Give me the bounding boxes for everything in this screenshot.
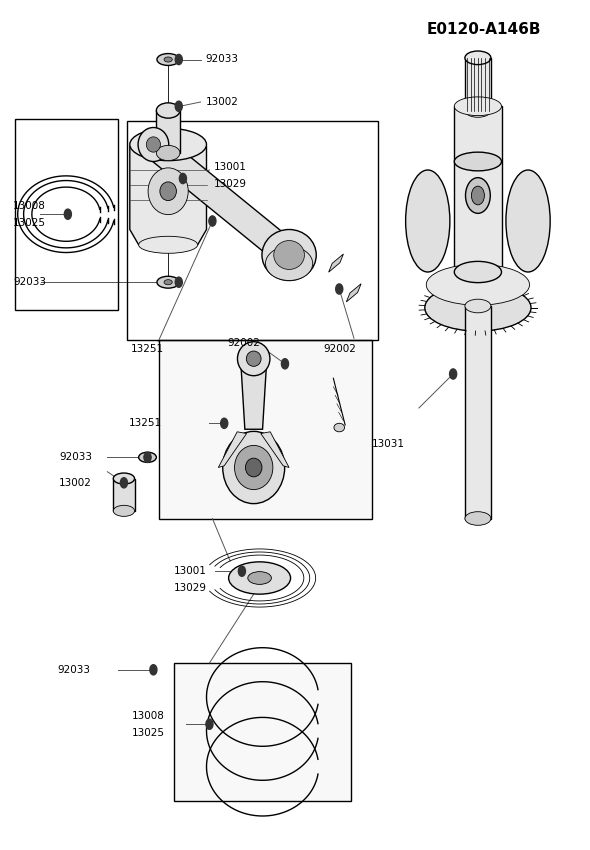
Text: 13029: 13029 (174, 583, 207, 593)
Ellipse shape (426, 264, 530, 305)
Ellipse shape (262, 230, 316, 280)
Text: 92002: 92002 (323, 343, 356, 354)
Ellipse shape (164, 280, 172, 285)
Polygon shape (130, 146, 206, 245)
Ellipse shape (156, 145, 180, 161)
Polygon shape (346, 284, 361, 302)
Ellipse shape (454, 152, 502, 171)
Bar (465, 306, 491, 518)
Circle shape (206, 719, 213, 729)
Text: 13031: 13031 (372, 439, 405, 449)
Ellipse shape (113, 505, 135, 516)
Circle shape (450, 369, 457, 379)
Text: 13251: 13251 (129, 418, 162, 428)
Text: 92033: 92033 (13, 277, 46, 287)
Polygon shape (148, 131, 294, 269)
Ellipse shape (160, 182, 176, 201)
Ellipse shape (146, 137, 160, 152)
Text: 13002: 13002 (205, 97, 238, 107)
Polygon shape (241, 361, 267, 429)
Ellipse shape (266, 246, 313, 280)
Ellipse shape (157, 54, 179, 65)
Ellipse shape (465, 299, 491, 313)
Ellipse shape (139, 452, 156, 462)
Ellipse shape (157, 276, 179, 288)
Text: 92033: 92033 (58, 665, 91, 675)
Ellipse shape (465, 51, 491, 65)
Text: 92033: 92033 (59, 452, 92, 462)
Circle shape (64, 209, 71, 219)
Text: eReplacementParts.com: eReplacementParts.com (185, 382, 322, 392)
Polygon shape (329, 254, 343, 272)
Ellipse shape (406, 170, 450, 272)
Bar (113, 479, 135, 511)
Circle shape (179, 173, 186, 184)
Circle shape (281, 359, 289, 369)
Text: E0120-A146B: E0120-A146B (427, 22, 541, 37)
Ellipse shape (229, 562, 291, 594)
Text: 13251: 13251 (131, 343, 164, 354)
Ellipse shape (466, 178, 490, 213)
Ellipse shape (334, 423, 345, 432)
Circle shape (175, 101, 182, 111)
Bar (454, 106, 502, 162)
Text: 13002: 13002 (59, 478, 92, 488)
Circle shape (336, 284, 343, 294)
Text: 13008: 13008 (132, 711, 165, 721)
Ellipse shape (248, 572, 271, 585)
Ellipse shape (245, 458, 262, 477)
Ellipse shape (148, 168, 188, 215)
Circle shape (144, 452, 151, 462)
Circle shape (238, 566, 245, 576)
Text: 13001: 13001 (174, 566, 207, 576)
Polygon shape (159, 340, 372, 518)
Circle shape (150, 665, 157, 675)
Polygon shape (218, 432, 247, 468)
Text: 92033: 92033 (205, 54, 238, 65)
Ellipse shape (138, 128, 169, 162)
Text: 13025: 13025 (13, 218, 46, 228)
Ellipse shape (223, 432, 284, 503)
Ellipse shape (237, 342, 270, 376)
Text: 13029: 13029 (214, 179, 247, 190)
Ellipse shape (454, 97, 502, 116)
Circle shape (175, 277, 182, 287)
Ellipse shape (425, 285, 531, 332)
Polygon shape (261, 432, 289, 468)
Ellipse shape (130, 128, 206, 161)
Bar (465, 58, 491, 110)
Ellipse shape (113, 473, 135, 484)
Ellipse shape (139, 236, 198, 253)
Text: 92002: 92002 (228, 338, 261, 348)
Ellipse shape (471, 186, 484, 205)
Bar (454, 162, 502, 272)
Ellipse shape (164, 57, 172, 62)
Ellipse shape (247, 351, 261, 366)
Circle shape (120, 478, 127, 488)
Ellipse shape (465, 512, 491, 525)
Ellipse shape (144, 456, 151, 459)
Circle shape (209, 216, 216, 226)
Text: 13025: 13025 (132, 728, 165, 738)
Ellipse shape (454, 262, 502, 282)
Bar (156, 110, 180, 153)
Ellipse shape (465, 104, 491, 117)
Polygon shape (174, 663, 351, 801)
Text: 13001: 13001 (214, 162, 247, 173)
Ellipse shape (274, 241, 304, 269)
Circle shape (175, 54, 182, 65)
Circle shape (221, 418, 228, 428)
Ellipse shape (156, 103, 180, 118)
Ellipse shape (506, 170, 550, 272)
Ellipse shape (234, 445, 273, 490)
Text: 13008: 13008 (13, 201, 46, 211)
